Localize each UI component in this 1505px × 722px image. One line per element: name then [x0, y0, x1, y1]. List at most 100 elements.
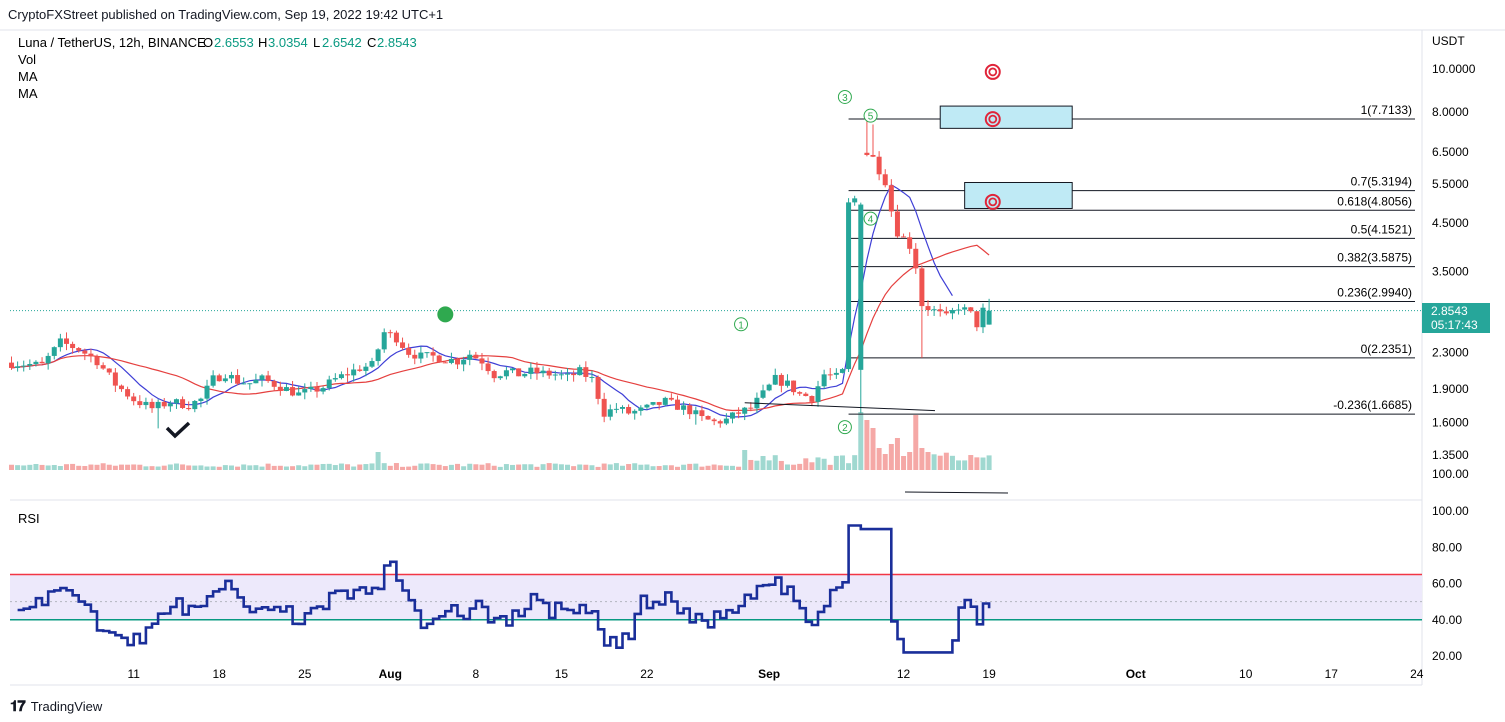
rsi-legend-label[interactable]: RSI	[18, 511, 40, 526]
volume-bar	[571, 466, 577, 470]
candle-body	[290, 387, 296, 396]
volume-bar	[607, 464, 613, 470]
volume-bar	[406, 466, 412, 470]
volume-bar	[338, 463, 344, 470]
volume-bar	[247, 465, 253, 470]
price-tick-2: 6.5000	[1432, 145, 1469, 159]
candle-body	[497, 376, 503, 379]
volume-bar	[479, 464, 485, 470]
volume-bar	[589, 465, 595, 470]
candle-body	[522, 373, 528, 377]
volume-bar	[949, 455, 955, 470]
candle-body	[583, 367, 589, 377]
volume-bar	[650, 466, 656, 470]
volume-bar	[155, 466, 161, 470]
candle-body	[693, 410, 699, 415]
volume-bar	[345, 464, 351, 470]
volume-bar	[180, 464, 186, 470]
candle-body	[638, 407, 644, 411]
legend-o-value: 2.6553	[214, 35, 254, 50]
volume-bar	[400, 466, 406, 470]
legend-indicator-ma-1[interactable]: MA	[18, 69, 38, 84]
time-axis: 11 18 25 Aug 8 15 22 Sep 12 19 Oct 10 17 24	[127, 667, 1423, 681]
candle-body	[149, 401, 155, 409]
drawings[interactable]: 1 2 3 4 5	[165, 89, 1009, 494]
time-tick-6: 22	[640, 667, 654, 681]
candle-body	[595, 376, 601, 399]
wave-label-2: 3	[842, 93, 848, 104]
candle-body	[375, 349, 381, 362]
price-pane[interactable]	[10, 30, 1422, 471]
volume-bar	[748, 459, 754, 470]
footer-brand[interactable]: TradingView	[30, 698, 103, 714]
target-icon-inner-2	[988, 197, 998, 207]
volume-bar	[888, 444, 894, 470]
candle-body	[705, 416, 711, 420]
legend-l-label: L	[313, 35, 320, 50]
candle-body	[351, 369, 357, 376]
volume-bar	[387, 465, 393, 470]
tradingview-logo-icon[interactable]: 𝟏𝟕	[10, 697, 26, 715]
legend-indicator-ma-2[interactable]: MA	[18, 86, 38, 101]
wave-label-0: 1	[738, 320, 744, 331]
volume-trend-line	[904, 491, 1009, 494]
candle-body	[821, 374, 827, 387]
volume-bar	[510, 464, 516, 470]
rsi-pane[interactable]	[10, 524, 1422, 654]
candle-body	[21, 365, 27, 367]
volume-bar	[45, 465, 51, 470]
checkmark-icon	[165, 421, 191, 439]
volume-bar	[375, 452, 381, 470]
candle-body	[241, 383, 247, 385]
candle-body	[57, 338, 63, 348]
volume-bar	[106, 464, 112, 470]
target-zones[interactable]	[939, 63, 1073, 210]
volume-bar	[620, 465, 625, 470]
volume-bar	[565, 464, 571, 470]
candle-body	[173, 399, 179, 404]
volume-bar	[222, 465, 228, 470]
trend-line	[744, 402, 936, 412]
candle-body	[791, 380, 797, 393]
volume-bar	[100, 463, 106, 470]
candle-body	[601, 398, 607, 417]
legend-symbol[interactable]: Luna / TetherUS, 12h, BINANCE	[18, 35, 206, 50]
volume-bar	[332, 465, 338, 470]
candle-body	[485, 363, 491, 372]
volume-bar	[381, 463, 387, 470]
candle-body	[27, 363, 33, 366]
volume-bar	[552, 463, 558, 470]
price-tick-1: 8.0000	[1432, 105, 1469, 119]
volume-bar	[461, 466, 467, 470]
candle-body	[681, 405, 687, 410]
candle-body	[956, 309, 962, 311]
volume-bar	[778, 460, 784, 470]
volume-bar	[516, 464, 522, 470]
volume-bar	[974, 457, 980, 470]
candle-body	[974, 311, 980, 328]
volume-bar	[919, 448, 925, 470]
candle-body	[913, 248, 919, 269]
volume-bar	[656, 466, 662, 470]
legend-indicator-vol[interactable]: Vol	[18, 52, 36, 67]
volume-bar	[448, 464, 454, 470]
volume-bar	[534, 466, 540, 470]
volume-bar	[308, 464, 314, 470]
volume-bar	[693, 463, 699, 470]
volume-bar	[925, 452, 931, 470]
candle-body	[33, 361, 39, 364]
volume-bar	[968, 455, 974, 470]
candle-body	[186, 407, 192, 410]
fibonacci-retracement[interactable]: 1(7.7133) 0.7(5.3194) 0.618(4.8056) 0.5(4.1…	[10, 103, 1422, 415]
volume-bar	[412, 465, 418, 470]
volume-bar	[15, 465, 21, 470]
volume-bar	[76, 465, 82, 470]
publisher-header: CryptoFXStreet published on TradingView.…	[8, 7, 444, 22]
candle-body	[277, 386, 283, 391]
volume-bar	[112, 465, 118, 470]
volume-bar	[772, 455, 778, 470]
volume-bar	[803, 458, 809, 470]
time-tick-0: 11	[127, 667, 140, 681]
candle-body	[760, 390, 766, 398]
